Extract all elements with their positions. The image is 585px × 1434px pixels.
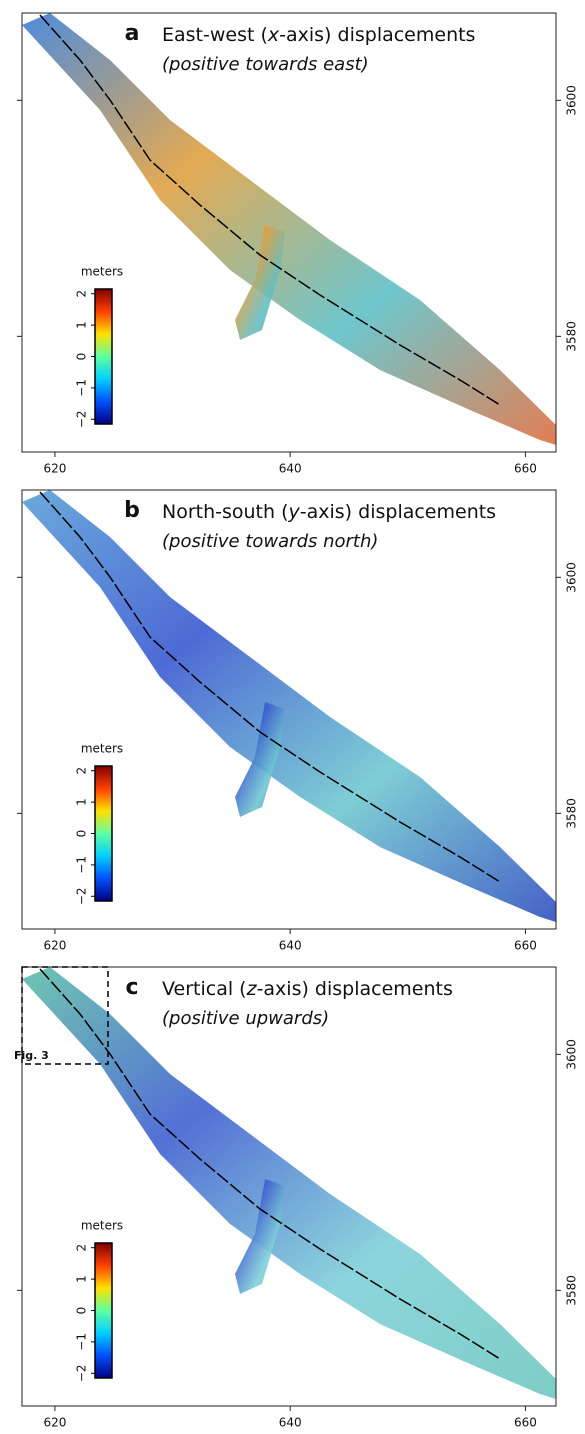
title-part: -axis) displacements [257,978,453,1000]
inset-label: Fig. 3 [14,1049,49,1062]
swath-spur [235,1179,285,1294]
colorbar-tick-label: 2 [75,290,89,298]
colorbar-tick-label: 1 [75,1275,89,1283]
x-tick-label: 660 [514,462,537,476]
colorbar-tick-label: −1 [75,379,89,397]
swath [22,967,556,1399]
x-tick-label: 620 [43,1416,66,1430]
x-tick-label: 660 [514,1416,537,1430]
x-tick-label: 640 [279,939,302,953]
title-part: x [267,24,280,46]
title-part: -axis) displacements [279,24,475,46]
colorbar [94,1242,113,1379]
fault-trace [39,968,501,1360]
panel-label: a [125,21,140,46]
title-part: Vertical ( [162,978,247,1000]
colorbar-tick-label: 0 [75,1307,89,1315]
panel-title: North-south (y-axis) displacements [162,501,496,523]
x-tick-label: 640 [279,1416,302,1430]
panel: 620 640 660 3580 3600 c Vertical (z-axis) disp… [14,966,579,1430]
inset-box [21,966,109,1065]
title-part: East-west ( [162,24,268,46]
colorbar-tick-label: 0 [75,830,89,838]
swath-spur [235,225,285,340]
colorbar-label: meters [81,265,123,279]
y-tick-label: 3580 [565,1275,579,1306]
colorbar-label: meters [81,742,123,756]
title-part: North-south ( [162,501,289,523]
colorbar-tick-label: −2 [75,410,89,428]
panel-title: Vertical (z-axis) displacements [162,978,453,1000]
swath [22,13,556,445]
colorbar-tick-label: −1 [75,856,89,874]
x-tick-label: 620 [43,462,66,476]
colorbar-label: meters [81,1219,123,1233]
colorbar-tick-label: 2 [75,1244,89,1252]
y-tick-label: 3600 [565,1039,579,1070]
colorbar-tick-label: −2 [75,1364,89,1382]
colorbar-tick-label: −1 [75,1333,89,1351]
plot-frame [21,12,557,453]
y-tick-label: 3580 [565,798,579,829]
swath [22,490,556,922]
panel-subtitle: (positive towards east) [162,54,369,75]
plot-frame [21,489,557,930]
panel-title: East-west (x-axis) displacements [162,24,475,46]
panel-label: c [125,975,138,1000]
x-tick-label: 620 [43,939,66,953]
panel-subtitle: (positive upwards) [162,1008,329,1029]
colorbar-tick-label: −2 [75,887,89,905]
title-part: y [288,501,301,523]
fault-trace [39,491,501,883]
plot-frame [21,966,557,1407]
title-part: -axis) displacements [300,501,496,523]
x-tick-label: 640 [279,462,302,476]
panel-subtitle: (positive towards north) [162,531,378,552]
panel-label: b [124,498,140,523]
panel: 620 640 660 3580 3600 a East-west (x-axis) dis… [17,12,579,476]
colorbar-tick-label: 0 [75,353,89,361]
y-tick-label: 3600 [565,562,579,593]
y-tick-label: 3580 [565,321,579,352]
colorbar-tick-label: 1 [75,321,89,329]
title-part: z [246,978,258,1000]
colorbar-tick-label: 1 [75,798,89,806]
x-tick-label: 660 [514,939,537,953]
fault-trace [39,14,501,406]
panel: 620 640 660 3580 3600 b North-south (y-axis) d… [17,489,579,953]
colorbar [94,288,113,425]
colorbar-tick-label: 2 [75,767,89,775]
colorbar [94,765,113,902]
y-tick-label: 3600 [565,85,579,116]
swath-spur [235,702,285,817]
